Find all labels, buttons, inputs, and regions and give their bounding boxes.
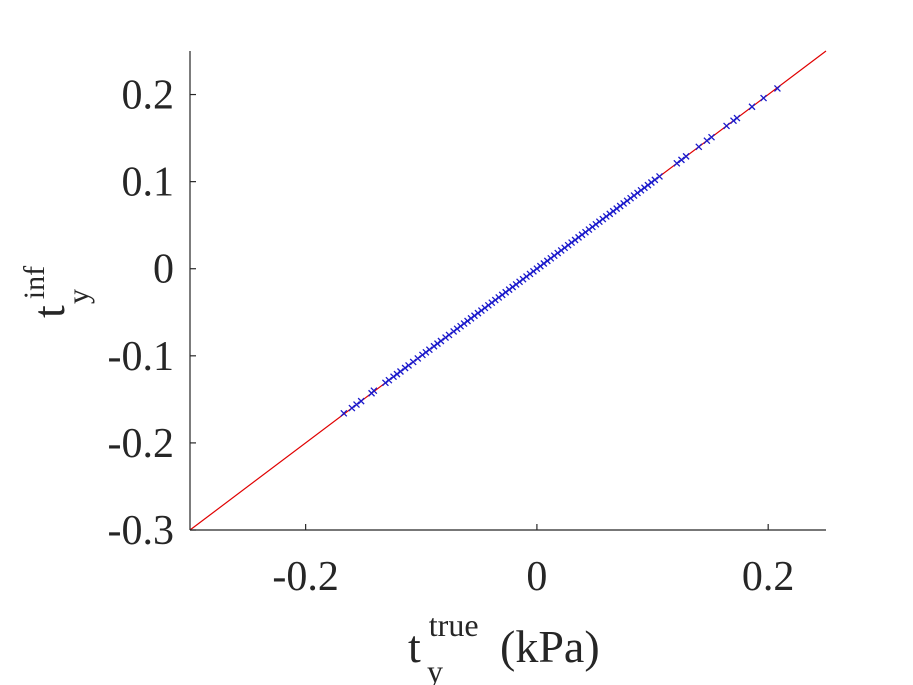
y-tick-label: 0.2	[122, 73, 175, 119]
y-tick-label: -0.2	[108, 421, 175, 467]
data-point	[445, 331, 453, 339]
data-point	[370, 387, 378, 395]
data-point	[773, 84, 781, 92]
y-axis-title-sub: y	[62, 289, 95, 304]
data-point	[682, 152, 690, 160]
data-point	[425, 346, 433, 354]
x-axis-title-unit: (kPa)	[500, 621, 600, 672]
data-point	[708, 133, 715, 141]
x-tick-label: 0	[526, 554, 547, 600]
data-point	[353, 401, 360, 409]
data-point	[340, 409, 348, 417]
data-point	[651, 176, 659, 184]
data-point	[656, 172, 663, 180]
data-point	[348, 404, 356, 412]
x-tick-label: 0.2	[742, 554, 795, 600]
data-point	[760, 94, 768, 102]
data-point	[357, 397, 365, 405]
data-point	[677, 156, 685, 164]
x-axis-title-sub: y	[427, 653, 443, 685]
data-point	[437, 337, 445, 345]
data-point	[733, 114, 741, 122]
y-axis-title-sup: inf	[18, 266, 51, 299]
axes-layer	[189, 51, 826, 531]
data-point	[673, 159, 681, 167]
data-point	[409, 358, 417, 366]
y-axis-title-base: t	[23, 305, 74, 318]
x-tick-label: -0.2	[272, 554, 339, 600]
tick-layer: -0.3 -0.2 -0.1 0 0.1 0.2 -0.2 0 0.2	[108, 73, 795, 600]
y-tick-label: -0.3	[108, 508, 175, 554]
data-point	[695, 143, 703, 151]
data-points-layer	[340, 84, 781, 417]
data-point	[748, 103, 756, 111]
data-point	[385, 376, 393, 384]
data-point	[723, 122, 731, 130]
data-point	[703, 137, 711, 145]
x-axis-title-sup: true	[429, 607, 479, 643]
data-point	[396, 368, 404, 375]
data-point	[414, 354, 422, 362]
x-axis-title-base: t	[408, 621, 421, 672]
y-axis-title: t inf y	[18, 262, 95, 318]
x-axis-title: t true y (kPa)	[408, 607, 600, 685]
data-point	[405, 361, 413, 369]
y-tick-label: -0.1	[108, 334, 175, 380]
y-tick-label: 0.1	[122, 160, 175, 206]
y-tick-label: 0	[153, 247, 174, 293]
